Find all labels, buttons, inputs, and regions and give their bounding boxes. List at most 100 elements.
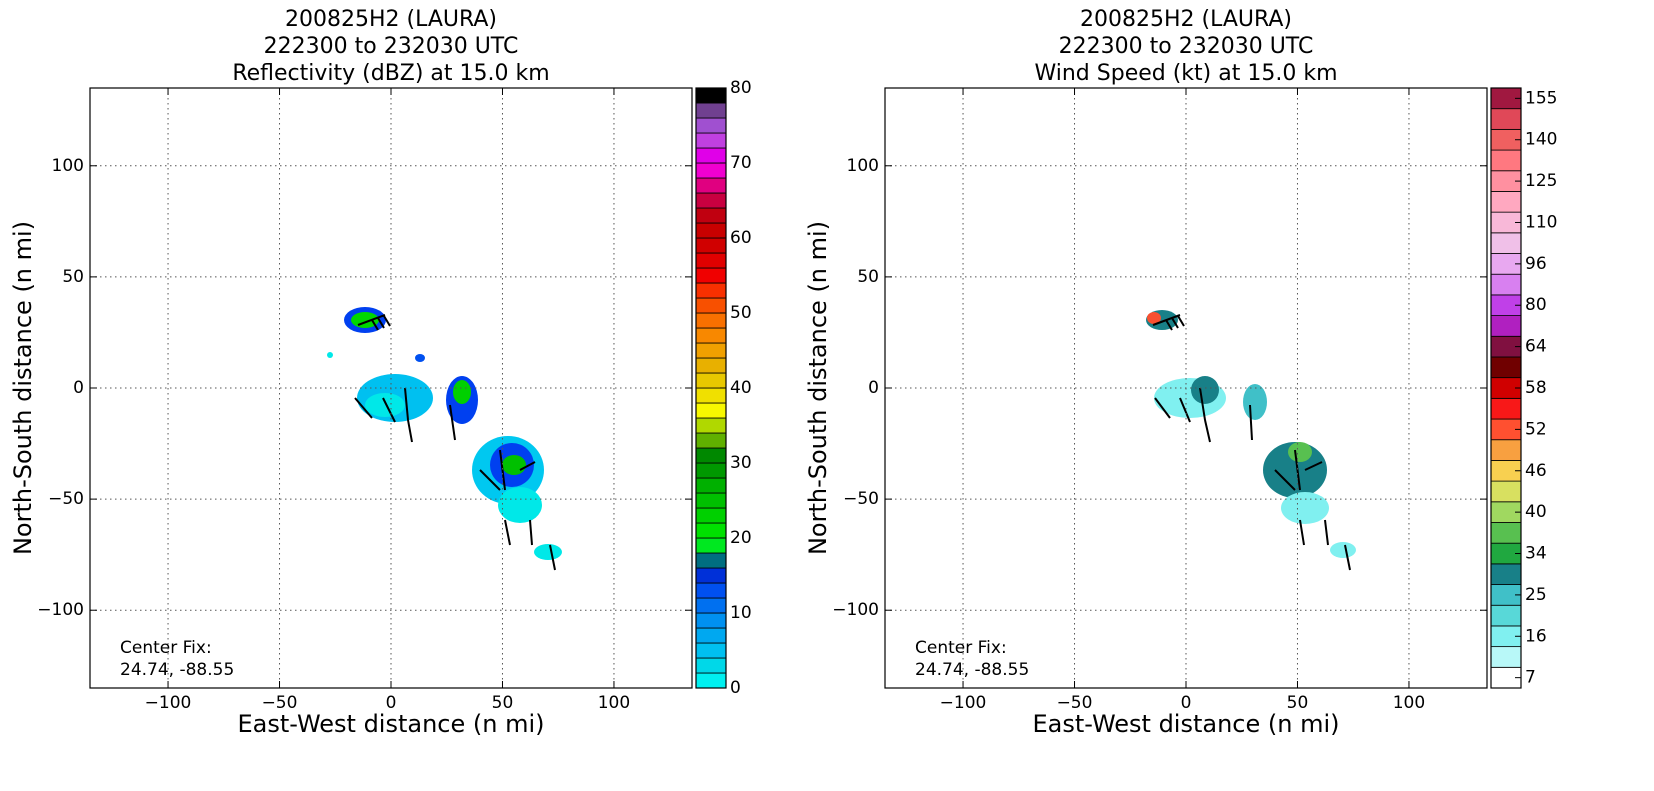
colorbar-tick-label: 40	[1525, 502, 1547, 522]
colorbar-swatch	[695, 237, 727, 254]
y-tick-label: 100	[847, 156, 879, 176]
colorbar-tick-label: 30	[730, 453, 752, 473]
colorbar-swatch	[695, 627, 727, 644]
colorbar-tick-label: 125	[1525, 171, 1557, 191]
colorbar-swatch	[1490, 439, 1522, 461]
colorbar-swatch	[1490, 232, 1522, 254]
y-tick-label: −100	[37, 600, 84, 620]
x-tick-label: −50	[1057, 693, 1093, 713]
colorbar-swatch	[695, 102, 727, 119]
colorbar-tick-label: 155	[1525, 88, 1557, 108]
colorbar-swatch	[695, 222, 727, 239]
colorbar-swatch	[1490, 604, 1522, 627]
colorbar-swatch	[695, 477, 727, 494]
colorbar-swatch	[695, 672, 727, 689]
colorbar-swatch	[695, 387, 727, 404]
colorbar-tick-label: 110	[1525, 212, 1557, 232]
colorbar-swatch	[695, 582, 727, 599]
colorbar-swatch	[695, 162, 727, 179]
colorbar-tick-label: 70	[730, 153, 752, 173]
x-axis-label: East-West distance (n mi)	[237, 710, 544, 738]
colorbar-swatch	[695, 267, 727, 284]
annotation: Center Fix:	[915, 638, 1007, 658]
colorbar-swatch	[695, 552, 727, 569]
colorbar-swatch	[1490, 646, 1522, 668]
y-tick-label: −50	[48, 489, 84, 509]
colorbar-swatch	[695, 417, 727, 434]
chart-title: Reflectivity (dBZ) at 15.0 km	[232, 61, 549, 86]
colorbar-swatch	[1490, 356, 1522, 379]
colorbar-swatch	[1490, 397, 1522, 420]
colorbar-tick-label: 140	[1525, 130, 1557, 150]
colorbar-swatch	[695, 372, 727, 389]
colorbar-tick-label: 80	[1525, 295, 1547, 315]
chart-title: 222300 to 232030 UTC	[1059, 34, 1314, 59]
colorbar-tick-label: 34	[1525, 544, 1547, 564]
y-tick-label: 50	[857, 267, 879, 287]
chart-title: 200825H2 (LAURA)	[285, 7, 497, 32]
colorbar-tick-label: 20	[730, 528, 752, 548]
colorbar-swatch	[1490, 522, 1522, 544]
colorbar-swatch	[695, 117, 727, 134]
y-tick-label: 0	[73, 378, 84, 398]
colorbar-swatch	[695, 447, 727, 464]
wind-barbs	[354, 314, 1351, 571]
plot-frame	[89, 87, 693, 689]
colorbar-tick-label: 64	[1525, 337, 1547, 357]
colorbar-tick-label: 0	[730, 678, 741, 698]
colorbar-swatch	[695, 357, 727, 374]
colorbar-swatch	[695, 432, 727, 449]
colorbar-swatch	[1490, 108, 1522, 130]
x-tick-label: −50	[262, 693, 298, 713]
colorbar-swatch	[695, 282, 727, 299]
colorbar-swatch	[695, 597, 727, 614]
colorbar-swatch	[1490, 315, 1522, 337]
colorbar-swatch	[695, 642, 727, 659]
x-tick-label: 0	[1181, 693, 1192, 713]
chart-title: 200825H2 (LAURA)	[1080, 7, 1292, 32]
colorbar-swatch	[695, 612, 727, 629]
colorbar-swatch	[695, 507, 727, 524]
colorbar-swatch	[695, 342, 727, 359]
y-tick-label: 50	[62, 267, 84, 287]
colorbar-swatch	[1490, 191, 1522, 213]
y-tick-label: −50	[843, 489, 879, 509]
colorbar-swatch	[695, 252, 727, 269]
x-tick-label: −100	[940, 693, 987, 713]
colorbar-tick-label: 7	[1525, 668, 1536, 688]
y-tick-label: −100	[832, 600, 879, 620]
colorbar-swatch	[695, 192, 727, 209]
colorbar-tick-label: 40	[730, 378, 752, 398]
colorbar-swatch	[1490, 273, 1522, 296]
colorbar-swatch	[1490, 480, 1522, 503]
echoes	[327, 307, 1356, 560]
colorbar-swatch	[695, 297, 727, 314]
colorbar-tick-label: 46	[1525, 461, 1547, 481]
colorbar-swatch	[695, 522, 727, 539]
colorbar-swatch	[1490, 563, 1522, 585]
colorbar-swatch	[695, 567, 727, 584]
colorbar-swatch	[695, 207, 727, 224]
x-tick-label: 0	[386, 693, 397, 713]
y-tick-label: 0	[868, 378, 879, 398]
x-tick-label: 50	[1287, 693, 1309, 713]
colorbar-swatch	[695, 327, 727, 344]
chart-title: 222300 to 232030 UTC	[264, 34, 519, 59]
x-tick-label: −100	[145, 693, 192, 713]
y-axis-label: North-South distance (n mi)	[804, 221, 832, 555]
annotation: 24.74, -88.55	[120, 660, 234, 680]
plot-frame	[884, 87, 1488, 689]
colorbar-tick-label: 60	[730, 228, 752, 248]
annotation: Center Fix:	[120, 638, 212, 658]
colorbar-tick-label: 50	[730, 303, 752, 323]
colorbar-tick-label: 58	[1525, 378, 1547, 398]
y-axis-label: North-South distance (n mi)	[9, 221, 37, 555]
colorbar-swatch	[695, 87, 727, 104]
colorbar-swatch	[695, 462, 727, 479]
annotation: 24.74, -88.55	[915, 660, 1029, 680]
x-tick-label: 100	[1393, 693, 1425, 713]
x-tick-label: 50	[492, 693, 514, 713]
y-tick-label: 100	[52, 156, 84, 176]
colorbar-tick-label: 10	[730, 603, 752, 623]
